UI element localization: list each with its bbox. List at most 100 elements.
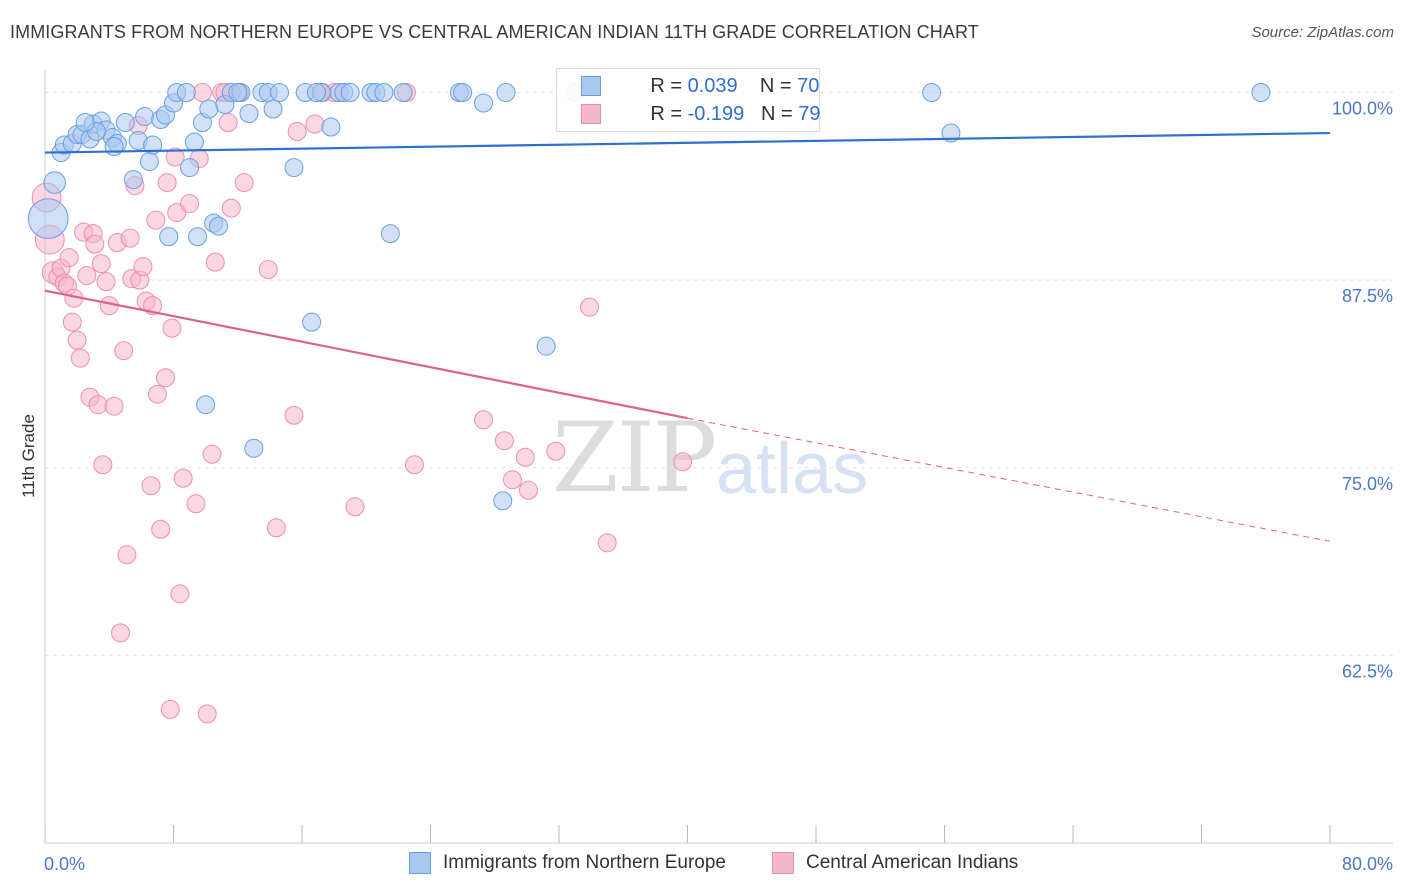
point-central-american-indian [85, 234, 105, 254]
point-central-american-indian [205, 252, 225, 272]
legend-swatch-pink [581, 104, 601, 124]
point-central-american-indian [502, 470, 522, 490]
point-central-american-indian [518, 480, 538, 500]
point-central-american-indian [284, 405, 304, 425]
series-central-american-indians [31, 83, 693, 724]
point-northern-europe [180, 158, 200, 178]
point-northern-europe [196, 395, 216, 415]
point-northern-europe [321, 117, 341, 137]
point-central-american-indian [173, 468, 193, 488]
point-central-american-indian [133, 257, 153, 277]
stats-legend: R = 0.039 N = 70 R = -0.199 N = 79 [556, 68, 820, 132]
series-immigrants-northern-europe [27, 83, 1271, 511]
point-central-american-indian [67, 330, 87, 350]
point-northern-europe [340, 83, 360, 103]
point-northern-europe [188, 227, 208, 247]
point-northern-europe [228, 83, 248, 103]
point-central-american-indian [93, 455, 113, 475]
bottom-legend-label-blue: Immigrants from Northern Europe [443, 852, 726, 873]
point-central-american-indian [515, 447, 535, 467]
legend-swatch-blue [581, 76, 601, 96]
point-central-american-indian [180, 194, 200, 214]
point-central-american-indian [546, 441, 566, 461]
point-northern-europe [184, 132, 204, 152]
point-northern-europe [104, 137, 124, 157]
x-tick-label: 0.0% [44, 854, 85, 874]
point-central-american-indian [96, 272, 116, 292]
point-northern-europe [536, 336, 556, 356]
point-central-american-indian [114, 341, 134, 361]
legend-n-value: 70 [797, 74, 820, 97]
point-northern-europe [941, 123, 961, 143]
point-central-american-indian [91, 254, 111, 274]
bottom-legend-label-pink: Central American Indians [806, 852, 1019, 873]
point-northern-europe [393, 83, 413, 103]
trend-lines [44, 131, 1331, 542]
point-northern-europe [374, 83, 394, 103]
bottom-legend-swatch-blue [409, 852, 431, 874]
point-northern-europe [75, 113, 95, 133]
legend-r-label: R = [650, 74, 688, 97]
point-central-american-indian [77, 266, 97, 286]
point-northern-europe [43, 171, 66, 194]
point-central-american-indian [305, 114, 325, 134]
point-central-american-indian [162, 318, 182, 338]
point-central-american-indian [151, 519, 171, 539]
point-central-american-indian [287, 122, 307, 142]
legend-n-value: 79 [798, 102, 821, 125]
point-central-american-indian [197, 704, 217, 724]
point-central-american-indian [234, 173, 254, 193]
point-northern-europe [922, 83, 942, 103]
point-central-american-indian [147, 384, 167, 404]
point-central-american-indian [88, 395, 108, 415]
point-central-american-indian [146, 210, 166, 230]
point-northern-europe [176, 83, 196, 103]
point-central-american-indian [404, 455, 424, 475]
y-tick-label: 87.5% [1342, 286, 1393, 306]
legend-n-label: N = [760, 102, 799, 125]
point-northern-europe [474, 93, 494, 113]
point-central-american-indian [202, 444, 222, 464]
point-northern-europe [263, 99, 283, 119]
point-northern-europe [302, 312, 322, 332]
point-northern-europe [27, 198, 69, 239]
watermark-atlas: atlas [716, 429, 869, 509]
point-central-american-indian [155, 368, 175, 388]
source-label: Source: ZipAtlas.com [1251, 24, 1394, 41]
point-northern-europe [244, 438, 264, 458]
y-tick-label: 62.5% [1342, 661, 1393, 681]
point-northern-europe [135, 107, 155, 127]
bottom-legend-swatch-pink [772, 852, 794, 874]
point-northern-europe [306, 83, 326, 103]
point-central-american-indian [474, 410, 494, 430]
y-tick-label: 75.0% [1342, 474, 1393, 494]
point-central-american-indian [673, 452, 693, 472]
point-central-american-indian [494, 431, 514, 451]
point-northern-europe [139, 152, 159, 172]
point-central-american-indian [192, 83, 212, 103]
point-northern-europe [380, 224, 400, 244]
point-central-american-indian [186, 494, 206, 514]
axis-labels: 100.0% 87.5% 75.0% 62.5% 0.0% 80.0% 11th Grade [19, 99, 1393, 874]
point-northern-europe [239, 104, 259, 124]
point-central-american-indian [104, 396, 124, 416]
point-central-american-indian [110, 623, 130, 643]
point-central-american-indian [170, 584, 190, 604]
point-northern-europe [199, 99, 219, 119]
x-tick-label: 80.0% [1342, 854, 1393, 874]
legend-r-value: -0.199 [687, 102, 745, 125]
point-central-american-indian [266, 518, 286, 538]
legend-text-pink: R = -0.199 N = 79 [617, 80, 820, 149]
point-central-american-indian [62, 312, 82, 332]
chart-title: IMMIGRANTS FROM NORTHERN EUROPE VS CENTR… [10, 22, 979, 42]
y-tick-label: 100.0% [1332, 99, 1393, 119]
point-central-american-indian [59, 248, 79, 268]
point-northern-europe [270, 83, 290, 103]
point-northern-europe [496, 83, 516, 103]
point-central-american-indian [218, 113, 238, 133]
point-central-american-indian [141, 476, 161, 496]
trend-line-northern-europe [44, 131, 1331, 154]
point-central-american-indian [70, 348, 90, 368]
point-central-american-indian [160, 699, 180, 719]
